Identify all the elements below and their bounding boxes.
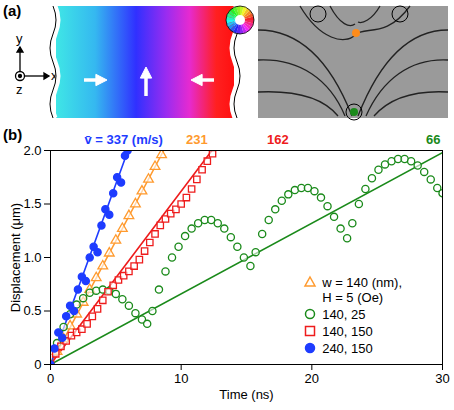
svg-text:0.5: 0.5 (23, 303, 41, 318)
svg-text:0: 0 (47, 371, 54, 386)
svg-text:20: 20 (305, 371, 319, 386)
svg-text:v̄ = 337 (m/s): v̄ = 337 (m/s) (84, 132, 162, 147)
svg-text:1.5: 1.5 (23, 196, 41, 211)
html-text:H = 5 (Oe): H = 5 (Oe) (322, 290, 384, 305)
html-text:w = 140 (nm),: w = 140 (nm), (322, 275, 402, 290)
svg-text:x: x (51, 68, 58, 83)
svg-text:y: y (16, 31, 23, 46)
svg-text:Displacement (μm): Displacement (μm) (8, 203, 23, 312)
svg-text:Time (ns): Time (ns) (219, 387, 273, 402)
html-text:240, 150: 240, 150 (322, 341, 373, 356)
svg-text:2.0: 2.0 (23, 143, 41, 158)
svg-text:231: 231 (186, 132, 208, 147)
svg-text:162: 162 (267, 132, 289, 147)
svg-text:10: 10 (174, 371, 188, 386)
html-text:140, 25: 140, 25 (322, 307, 366, 322)
svg-text:66: 66 (426, 132, 440, 147)
svg-text:1.0: 1.0 (23, 250, 41, 265)
svg-text:0: 0 (34, 357, 41, 372)
svg-text:30: 30 (435, 371, 449, 386)
svg-text:(a): (a) (3, 2, 21, 19)
svg-text:z: z (16, 82, 23, 97)
html-text:(b): (b) (3, 126, 23, 143)
html-text:140, 150: 140, 150 (322, 324, 373, 339)
